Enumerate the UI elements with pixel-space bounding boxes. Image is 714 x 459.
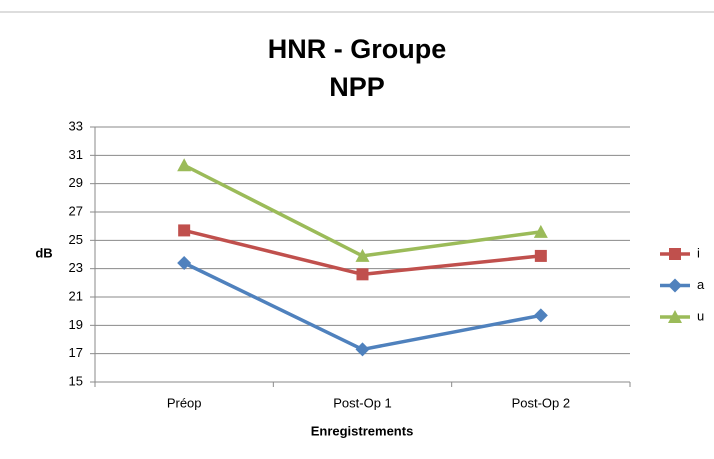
y-tick-label: 19	[69, 317, 83, 332]
y-tick-label: 25	[69, 232, 83, 247]
x-tick-label: Post-Op 2	[512, 395, 571, 410]
legend-label: i	[697, 245, 700, 260]
legend-label: a	[697, 277, 705, 292]
y-tick-label: 29	[69, 175, 83, 190]
y-axis-label: dB	[35, 245, 52, 260]
legend-marker	[668, 278, 682, 293]
legend-label: u	[697, 308, 704, 323]
y-tick-label: 33	[69, 118, 83, 133]
marker	[534, 249, 547, 262]
x-tick-label: Post-Op 1	[333, 395, 392, 410]
y-tick-label: 17	[69, 345, 83, 360]
y-tick-label: 15	[69, 373, 83, 388]
marker	[177, 158, 192, 172]
marker	[533, 308, 548, 323]
legend-marker	[668, 310, 682, 323]
chart-title: HNR - Groupe NPP	[267, 34, 447, 102]
y-tick-label: 21	[69, 288, 83, 303]
marker	[356, 268, 369, 281]
y-tick-label: 23	[69, 260, 83, 275]
marker	[355, 342, 370, 357]
marker	[533, 224, 548, 238]
x-tick-label: Préop	[167, 395, 202, 410]
marker	[355, 248, 370, 262]
marker	[177, 256, 192, 270]
legend-marker	[669, 248, 681, 260]
y-tick-label: 27	[69, 203, 83, 218]
x-axis-label: Enregistrements	[311, 423, 414, 438]
marker	[178, 224, 191, 237]
y-tick-label: 31	[69, 147, 83, 162]
